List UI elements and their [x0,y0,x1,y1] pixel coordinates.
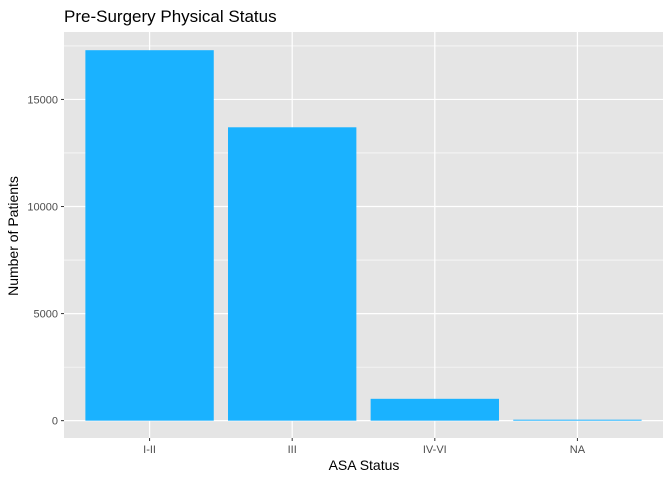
x-tick-label: I-II [143,444,156,456]
bar-i-ii [85,50,214,421]
y-tick-label: 15000 [27,94,58,106]
bar-iii [228,127,357,421]
y-axis: 0 5000 10000 15000 [27,94,64,428]
bar-iv-vi [370,398,499,421]
bar-na [513,419,642,421]
chart-title: Pre-Surgery Physical Status [64,7,277,26]
x-axis: I-II III IV-VI NA [143,438,586,456]
x-tick-label: III [288,444,297,456]
bars-group [85,50,642,421]
x-tick-label: NA [570,444,586,456]
y-tick-label: 10000 [27,202,58,214]
y-tick-label: 5000 [34,309,58,321]
y-axis-title: Number of Patients [5,176,21,296]
x-tick-label: IV-VI [423,444,447,456]
x-axis-title: ASA Status [329,457,400,473]
y-tick-label: 0 [52,416,58,428]
